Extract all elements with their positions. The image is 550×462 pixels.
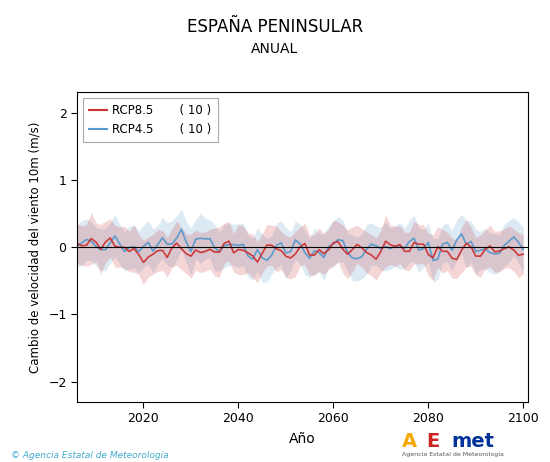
Text: © Agencia Estatal de Meteorología: © Agencia Estatal de Meteorología <box>11 451 169 460</box>
Text: Agencia Estatal de Meteorología: Agencia Estatal de Meteorología <box>402 452 503 457</box>
Text: A: A <box>402 432 417 451</box>
Legend: RCP8.5       ( 10 ), RCP4.5       ( 10 ): RCP8.5 ( 10 ), RCP4.5 ( 10 ) <box>83 98 218 142</box>
Y-axis label: Cambio de velocidad del viento 10m (m/s): Cambio de velocidad del viento 10m (m/s) <box>28 122 41 373</box>
X-axis label: Año: Año <box>289 432 316 446</box>
Text: ESPAÑA PENINSULAR: ESPAÑA PENINSULAR <box>187 18 363 36</box>
Text: E: E <box>426 432 439 451</box>
Text: met: met <box>451 432 494 451</box>
Text: ANUAL: ANUAL <box>251 42 299 55</box>
